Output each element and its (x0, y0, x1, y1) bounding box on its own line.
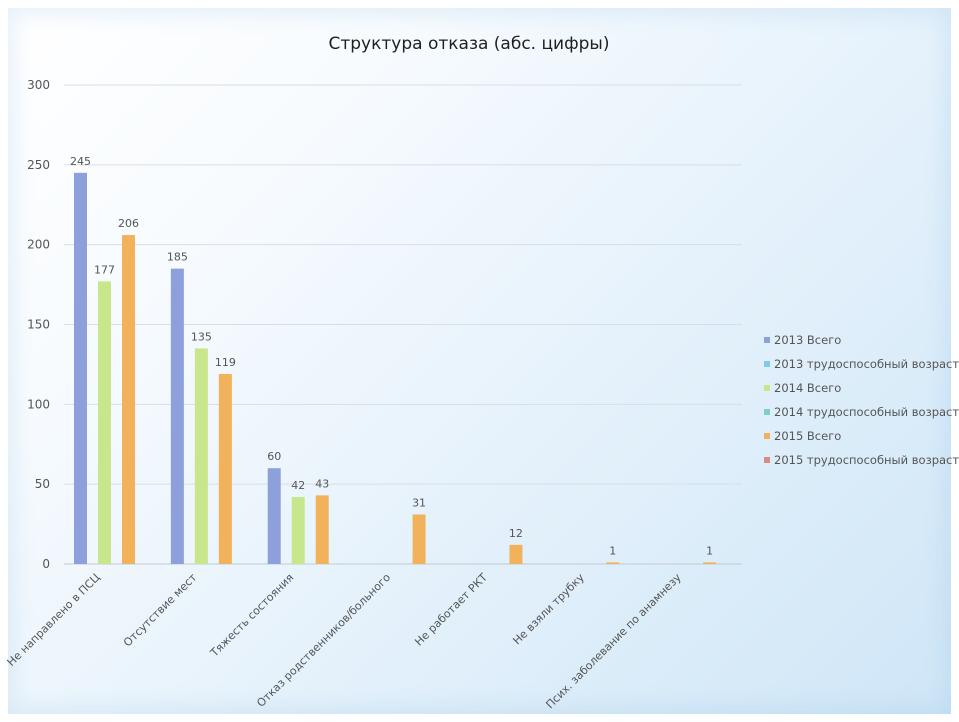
legend-label: 2013 трудоспособный возраст (774, 357, 959, 371)
data-label: 206 (118, 217, 139, 230)
bar (606, 562, 620, 564)
grid-lines (64, 84, 742, 485)
legend-swatch (764, 361, 770, 367)
y-tick-label: 0 (42, 557, 50, 571)
bar (315, 495, 329, 564)
category-labels: Не направлено в ПСЦ Отсутствие мест Тяжест… (5, 571, 684, 712)
data-label: 1 (706, 544, 713, 557)
data-label: 42 (291, 479, 305, 492)
bar (267, 468, 281, 564)
bar (412, 514, 426, 564)
bars (74, 172, 717, 565)
legend-swatch (764, 337, 770, 343)
chart-title: Структура отказа (абс. цифры) (328, 34, 609, 54)
legend-swatch (764, 433, 770, 439)
data-label: 43 (315, 477, 329, 490)
legend: 2013 Всего 2013 трудоспособный возраст 201… (764, 333, 959, 467)
legend-label: 2015 трудоспособный возраст (774, 453, 959, 467)
category-label: Тяжесть состояния (207, 571, 296, 660)
legend-label: 2015 Всего (774, 429, 841, 443)
bar (74, 172, 87, 565)
bar (194, 348, 208, 564)
data-label: 31 (412, 497, 426, 510)
data-label: 245 (70, 155, 91, 168)
data-label: 185 (167, 251, 188, 264)
data-label: 177 (94, 263, 115, 276)
bar (98, 281, 111, 564)
bar (509, 544, 523, 564)
bar (291, 496, 305, 564)
y-tick-label: 100 (27, 397, 50, 411)
legend-label: 2014 трудоспособный возраст (774, 405, 959, 419)
data-label: 119 (215, 356, 236, 369)
legend-swatch (764, 409, 770, 415)
data-label: 1 (609, 544, 616, 557)
category-label: Отсутствие мест (121, 571, 200, 650)
y-tick-label: 50 (35, 477, 50, 491)
legend-label: 2013 Всего (774, 333, 841, 347)
data-label: 60 (267, 450, 281, 463)
data-label: 12 (509, 527, 523, 540)
bar (170, 268, 184, 564)
bar (122, 235, 135, 564)
axes: 0 50 100 150 200 250 300 (27, 78, 742, 571)
bar (218, 373, 232, 564)
chart-panel (8, 8, 951, 714)
y-tick-label: 250 (27, 158, 50, 172)
bar (703, 562, 717, 564)
category-label: Не взяли трубку (510, 571, 587, 648)
data-labels: 245 185 60 177 135 42 206 119 43 31 12 1 1 (70, 155, 713, 558)
legend-swatch (764, 385, 770, 391)
data-label: 135 (191, 330, 212, 343)
category-label: Не направлено в ПСЦ (5, 571, 103, 669)
legend-label: 2014 Всего (774, 381, 841, 395)
y-tick-label: 300 (27, 78, 50, 92)
legend-swatch (764, 457, 770, 463)
category-label: Не работает РКТ (412, 571, 490, 649)
y-tick-label: 200 (27, 238, 50, 252)
y-tick-label: 150 (27, 318, 50, 332)
